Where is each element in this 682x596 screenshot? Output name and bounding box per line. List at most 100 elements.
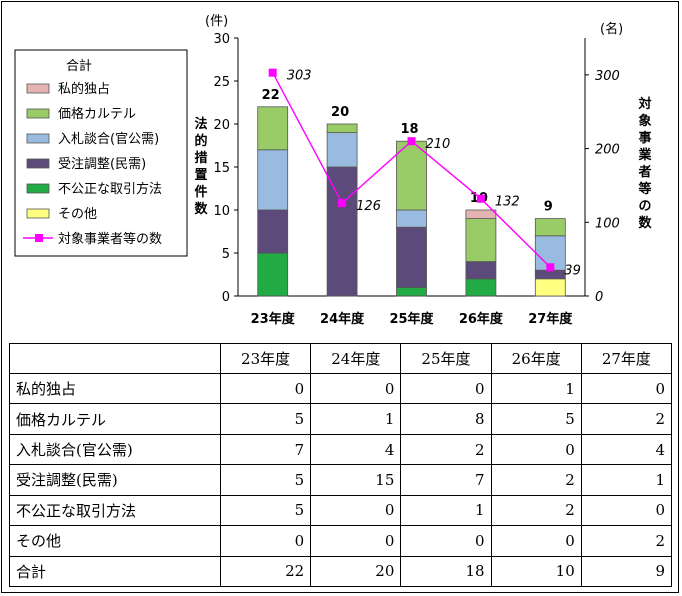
left-tick-label: 25 <box>213 75 230 90</box>
table-cell: 7 <box>219 433 312 466</box>
axis-title-char: 事 <box>638 130 651 146</box>
axis-title-char: 措 <box>194 150 207 166</box>
bar-segment <box>326 132 358 168</box>
bar-segment <box>534 278 566 297</box>
table-row: その他 0 0 0 0 2 <box>9 525 673 557</box>
table-row: 価格カルテル 5 1 8 5 2 <box>9 403 673 435</box>
legend-label: 私的独占 <box>58 81 110 97</box>
axis-title-char: 者 <box>637 164 651 180</box>
bar-segment <box>465 209 497 220</box>
table-cell: 5 <box>219 403 312 435</box>
axis-title-char: 件 <box>194 184 207 200</box>
legend-swatch <box>26 83 50 94</box>
total-label: 9 <box>544 200 553 215</box>
table-cell: 0 <box>219 525 312 557</box>
legend-swatch <box>26 108 50 119</box>
legend-label: 受注調整(民需) <box>58 157 146 172</box>
table-cell: 0 <box>310 372 402 405</box>
line-point <box>476 194 485 203</box>
bar-segment <box>534 269 566 280</box>
table-row-label: 私的独占 <box>9 372 221 405</box>
axis-title-char: 的 <box>194 133 207 149</box>
bar-segment <box>257 252 289 297</box>
legend-title: 合計 <box>66 58 92 74</box>
right-tick-label: 0 <box>595 290 603 305</box>
legend-label: その他 <box>58 207 97 222</box>
line-point <box>407 137 416 146</box>
table-row-label: 合計 <box>9 555 221 588</box>
bar-segment <box>396 286 427 297</box>
table-row: 不公正な取引方法 5 0 1 2 0 <box>9 494 673 527</box>
legend-swatch <box>26 133 50 144</box>
table-column-header: 25年度 <box>400 343 492 374</box>
line-point-label: 210 <box>426 137 451 152</box>
table-cell: 4 <box>580 433 673 466</box>
right-tick-label: 200 <box>595 143 620 158</box>
axis-title-char: の <box>638 199 651 214</box>
bar-segment <box>326 166 358 297</box>
table-column-header: 24年度 <box>310 343 402 374</box>
axis-title-char: 法 <box>194 116 207 132</box>
table-cell: 0 <box>580 494 673 527</box>
table-cell: 0 <box>490 525 582 557</box>
table-row: 入札談合(官公需) 7 4 2 0 4 <box>9 433 673 466</box>
table-cell: 7 <box>400 464 492 496</box>
bar-segment <box>465 278 497 297</box>
table-cell: 2 <box>400 433 492 466</box>
bar-segment <box>465 261 497 280</box>
table-column-header: 23年度 <box>219 343 312 374</box>
total-label: 22 <box>262 88 280 103</box>
table-cell: 2 <box>490 464 582 496</box>
table-cell: 0 <box>310 525 402 557</box>
legend-marker <box>35 234 43 242</box>
table-cell: 1 <box>310 403 402 435</box>
table-cell: 0 <box>580 372 673 405</box>
line-point <box>268 68 277 77</box>
bar-segment <box>326 123 358 133</box>
table-row: 私的独占 0 0 0 1 0 <box>9 372 673 405</box>
category-label: 23年度 <box>251 311 296 327</box>
table-body: 私的独占 0 0 0 1 0 価格カルテル 5 1 8 5 2 入札談合(官公需) 7 4 2 0 4 受注調整(民… <box>9 372 673 588</box>
table-cell: 2 <box>490 494 582 527</box>
bar-segment <box>257 106 289 151</box>
total-label: 20 <box>331 105 349 120</box>
bar-segment <box>534 218 566 237</box>
table-row-label: 不公正な取引方法 <box>9 494 221 527</box>
table-cell: 2 <box>580 403 673 435</box>
category-label: 25年度 <box>389 311 434 327</box>
category-label: 27年度 <box>528 311 573 327</box>
table-cell: 0 <box>490 433 582 466</box>
left-tick-label: 15 <box>213 161 230 176</box>
left-tick-label: 10 <box>213 204 230 219</box>
table-cell: 0 <box>400 525 492 557</box>
bar-segment <box>465 218 497 263</box>
left-axis-unit: (件) <box>205 14 228 29</box>
table-cell: 10 <box>490 555 582 588</box>
left-tick-label: 5 <box>222 247 230 262</box>
axis-title-char: 数 <box>194 201 208 217</box>
data-table: 23年度 24年度 25年度 26年度 27年度 私的独占 0 0 0 1 0 価格カルテル 5 1 8 5… <box>9 343 673 588</box>
table-cell: 1 <box>490 372 582 405</box>
axis-title-char: 象 <box>638 113 651 129</box>
table-cell: 0 <box>400 372 492 405</box>
line-point-label: 126 <box>356 199 381 214</box>
legend-label: 対象事業者等の数 <box>58 231 162 247</box>
line-point <box>338 199 347 208</box>
bar-segment <box>396 226 427 288</box>
right-axis-unit: (名) <box>600 21 623 37</box>
right-tick-label: 300 <box>595 69 620 84</box>
table-cell: 1 <box>580 464 673 496</box>
total-label: 18 <box>400 122 418 137</box>
table-corner-cell <box>9 343 221 374</box>
table-cell: 2 <box>580 525 673 557</box>
bar-segment <box>396 209 427 228</box>
table-cell: 5 <box>219 464 312 496</box>
legend-swatch <box>26 183 50 194</box>
bar-segment <box>257 209 289 254</box>
table-row-label: 入札談合(官公需) <box>9 433 221 466</box>
table-column-header: 26年度 <box>490 343 582 374</box>
table-cell: 4 <box>310 433 402 466</box>
table-cell: 9 <box>580 555 673 588</box>
